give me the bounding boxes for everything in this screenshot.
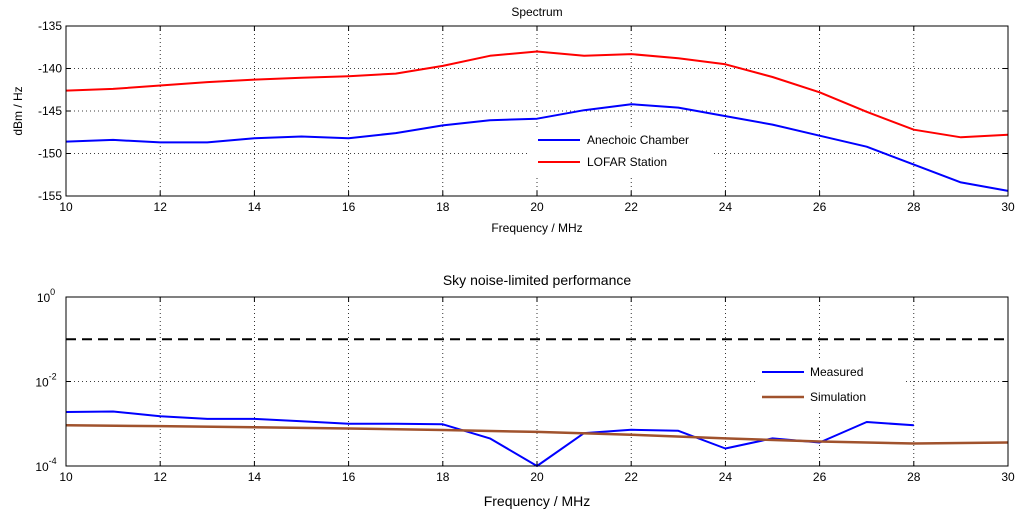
sky-noise-x-tick-label: 16	[342, 470, 356, 484]
sky-noise-x-tick-label: 26	[813, 470, 827, 484]
sky-noise-series	[65, 410, 1009, 467]
spectrum-x-tick-label: 16	[342, 200, 356, 214]
spectrum-y-tick-label: -155	[38, 189, 62, 203]
sky-noise-x-tick-label: 12	[154, 470, 168, 484]
spectrum-x-axis-label: Frequency / MHz	[491, 221, 582, 235]
legend-label-simulation: Simulation	[810, 390, 866, 404]
sky-noise-y-tick-label: 100	[37, 287, 55, 305]
sky-noise-x-axis-label: Frequency / MHz	[484, 493, 591, 509]
series-line-simulation	[65, 424, 1009, 445]
sky-noise-x-tick-label: 24	[719, 470, 733, 484]
spectrum-legend: Anechoic Chamber LOFAR Station	[530, 128, 712, 176]
sky-noise-x-tick-label: 10	[59, 470, 73, 484]
sky-noise-title: Sky noise-limited performance	[443, 272, 632, 288]
legend-label-lofar-station: LOFAR Station	[587, 155, 667, 169]
sky-noise-legend-box	[755, 358, 903, 410]
spectrum-series	[65, 50, 1009, 192]
series-line-anechoic-chamber	[65, 103, 1009, 192]
spectrum-y-tick-label: -135	[38, 19, 62, 33]
sky-noise-y-tick-label: 10-2	[35, 372, 56, 390]
spectrum-grid	[66, 26, 1008, 196]
legend-label-measured: Measured	[810, 365, 863, 379]
spectrum-legend-box	[530, 128, 712, 176]
spectrum-ticks: 10 12 14 16 18 20 22 24 26 28 30 -155 -150 -145 -140 -1…	[38, 19, 1015, 214]
spectrum-y-axis-label: dBm / Hz	[11, 86, 25, 135]
sky-noise-x-tick-label: 22	[625, 470, 639, 484]
sky-noise-chart: 10 12 14 16 18 20 22 24 26 28 30 10-4 10-2 100 Sky no…	[35, 272, 1015, 509]
spectrum-x-tick-label: 18	[436, 200, 450, 214]
sky-noise-x-tick-label: 20	[530, 470, 544, 484]
spectrum-y-tick-label: -140	[38, 62, 62, 76]
sky-noise-x-tick-label: 14	[248, 470, 262, 484]
spectrum-y-tick-label: -145	[38, 104, 62, 118]
sky-noise-x-tick-label: 30	[1001, 470, 1015, 484]
spectrum-chart: 10 12 14 16 18 20 22 24 26 28 30 -155 -150 -145 -140 -1…	[11, 5, 1015, 235]
legend-label-anechoic-chamber: Anechoic Chamber	[587, 133, 689, 147]
sky-noise-x-tick-label: 18	[436, 470, 450, 484]
sky-noise-x-tick-label: 28	[907, 470, 921, 484]
series-line-measured	[65, 410, 914, 467]
sky-noise-ticks: 10 12 14 16 18 20 22 24 26 28 30 10-4 10-2 100	[35, 287, 1015, 484]
sky-noise-y-tick-label: 10-4	[35, 456, 56, 474]
spectrum-x-tick-label: 10	[59, 200, 73, 214]
spectrum-x-tick-label: 12	[154, 200, 168, 214]
spectrum-y-tick-label: -150	[38, 147, 62, 161]
spectrum-x-tick-label: 14	[248, 200, 262, 214]
spectrum-x-tick-label: 24	[719, 200, 733, 214]
spectrum-x-tick-label: 30	[1001, 200, 1015, 214]
spectrum-title: Spectrum	[511, 5, 562, 19]
spectrum-x-tick-label: 20	[530, 200, 544, 214]
sky-noise-legend: Measured Simulation	[755, 358, 903, 410]
spectrum-x-tick-label: 26	[813, 200, 827, 214]
spectrum-x-tick-label: 28	[907, 200, 921, 214]
spectrum-x-tick-label: 22	[625, 200, 639, 214]
series-line-lofar-station	[65, 50, 1009, 139]
